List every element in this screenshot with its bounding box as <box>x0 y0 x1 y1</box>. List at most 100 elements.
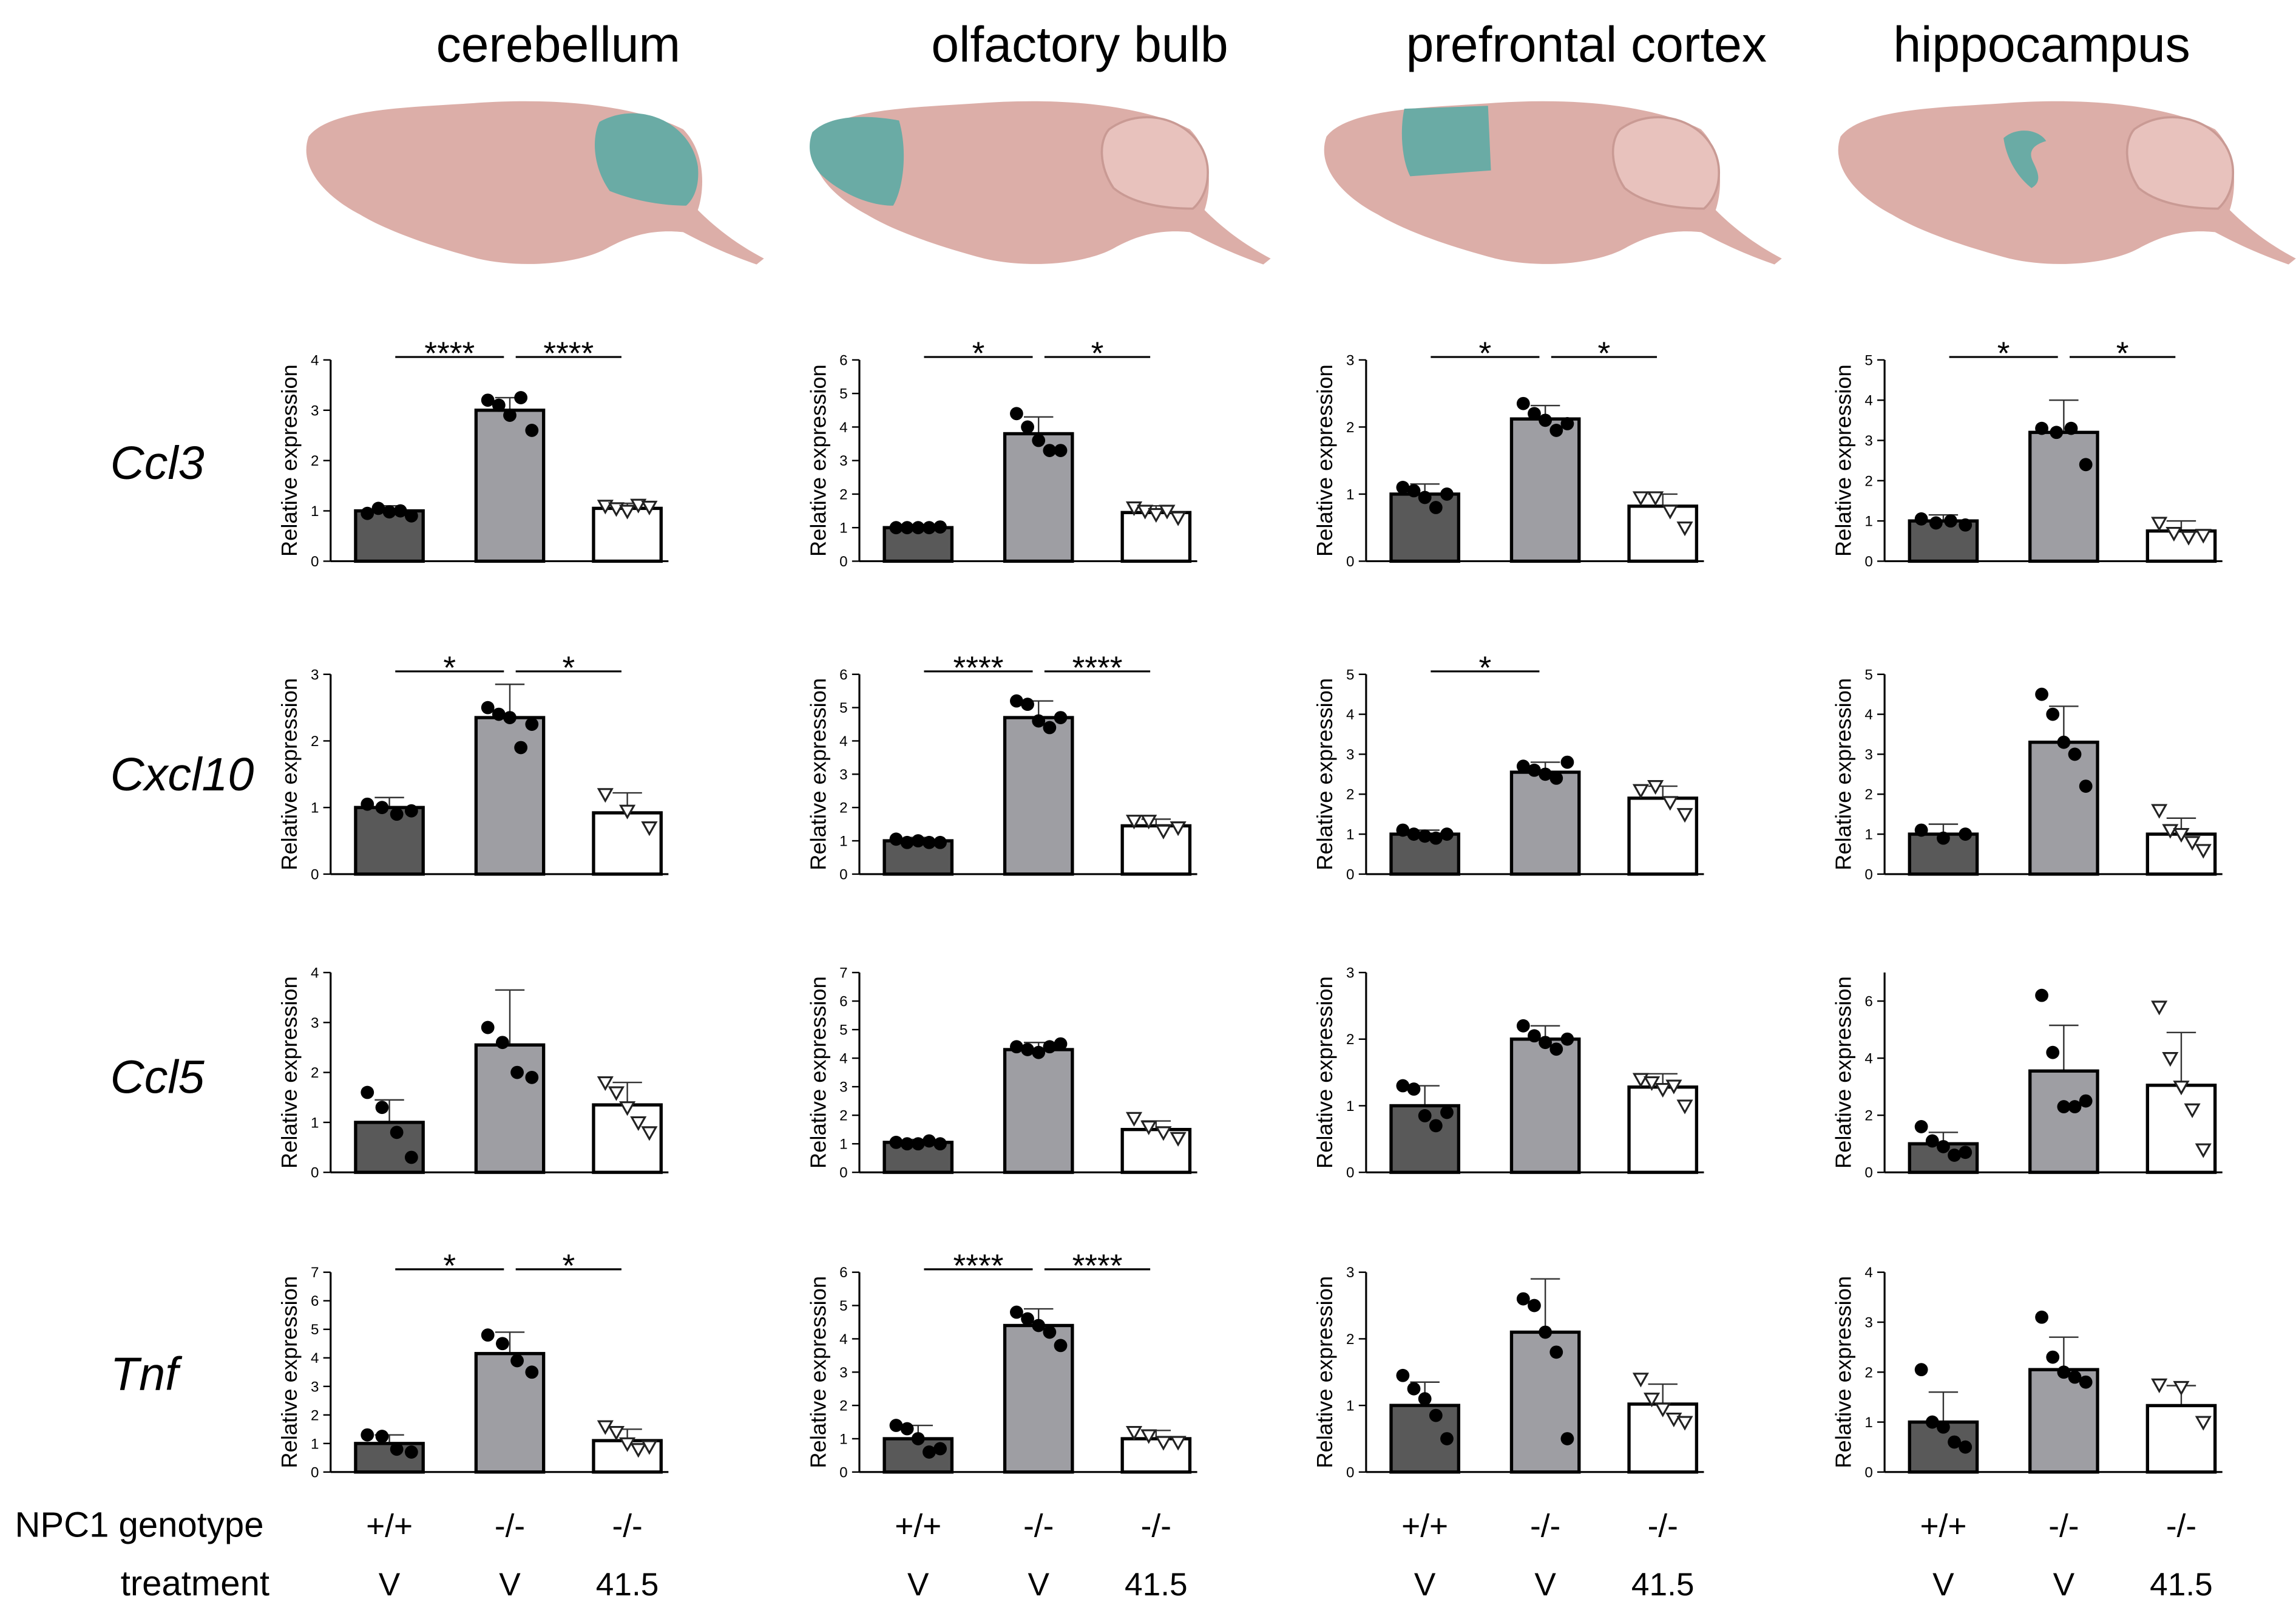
data-point <box>361 1085 374 1099</box>
significance-label: * <box>443 650 456 686</box>
data-point <box>1516 396 1530 410</box>
significance-label: * <box>562 1248 575 1284</box>
genotype: +/+ <box>1401 1508 1448 1544</box>
data-point <box>1925 1415 1939 1429</box>
y-tick-label: 7 <box>311 1265 319 1281</box>
bar <box>592 1103 663 1174</box>
data-point <box>1429 1408 1443 1422</box>
y-tick-label: 4 <box>839 733 847 750</box>
data-point <box>2079 1375 2093 1389</box>
data-point <box>2035 1310 2048 1324</box>
treatment: V <box>1534 1567 1556 1603</box>
y-tick-label: 1 <box>839 1136 847 1153</box>
data-point <box>1418 1109 1432 1122</box>
data-point <box>1440 1105 1454 1119</box>
significance-label: * <box>1997 336 2010 372</box>
gene-label: Ccl3 <box>110 437 205 489</box>
data-point <box>1665 1079 1682 1095</box>
bar <box>1003 716 1074 876</box>
y-tick-label: 1 <box>839 833 847 850</box>
data-point <box>1032 714 1046 728</box>
chart: 0 2 4 6 Relative expression <box>1830 973 2223 1181</box>
y-axis-label: Relative expression <box>277 678 302 871</box>
data-point <box>1528 407 1541 421</box>
bar <box>2028 1069 2099 1174</box>
data-point <box>1676 1099 1693 1115</box>
significance-label: **** <box>1072 650 1123 686</box>
data-point <box>1407 1382 1421 1396</box>
data-point <box>525 718 539 731</box>
genotype: -/- <box>2166 1508 2196 1544</box>
bar <box>354 806 425 876</box>
y-tick-label: 2 <box>1864 787 1872 803</box>
y-tick-label: 6 <box>839 994 847 1010</box>
data-point <box>1539 413 1552 427</box>
chart: 0 1 2 3 Relative expression * * <box>1312 336 1704 570</box>
y-tick-label: 0 <box>839 866 847 883</box>
y-tick-label: 1 <box>1346 1098 1354 1115</box>
chart: 0 1 2 3 4 Relative expression <box>1830 1265 2223 1481</box>
data-point <box>641 500 658 516</box>
data-point <box>1959 1440 1973 1454</box>
data-point <box>361 506 374 520</box>
y-tick-label: 1 <box>1864 514 1872 530</box>
data-point <box>1032 1319 1046 1333</box>
bar <box>1509 417 1581 563</box>
data-point <box>1429 501 1443 514</box>
treatment: V <box>2053 1567 2075 1603</box>
bar <box>474 716 546 876</box>
y-tick-label: 0 <box>311 866 319 883</box>
y-axis-label: Relative expression <box>805 364 830 557</box>
data-point <box>1929 516 1943 530</box>
data-point <box>525 1070 539 1084</box>
y-axis-label: Relative expression <box>1830 976 1855 1169</box>
data-point <box>2151 804 2168 819</box>
data-point <box>1155 1436 1172 1451</box>
y-tick-label: 3 <box>311 1379 319 1395</box>
data-point <box>481 1020 495 1034</box>
data-point <box>1396 1079 1410 1093</box>
treatment: 41.5 <box>1125 1567 1188 1603</box>
data-point <box>1516 759 1530 773</box>
data-point <box>1632 1373 1649 1388</box>
y-tick-label: 3 <box>311 402 319 419</box>
data-point <box>1418 1392 1432 1406</box>
y-tick-label: 3 <box>1346 352 1354 368</box>
data-point <box>641 821 658 837</box>
data-point <box>2151 517 2168 532</box>
data-point <box>2068 747 2082 761</box>
data-point <box>597 788 614 803</box>
data-point <box>2035 988 2048 1002</box>
bar <box>1509 770 1581 876</box>
data-point <box>1407 827 1421 841</box>
data-point <box>923 1445 936 1459</box>
y-tick-label: 0 <box>1864 1464 1872 1481</box>
data-point <box>1560 755 1574 769</box>
data-point <box>1948 1435 1961 1449</box>
data-point <box>1032 433 1046 447</box>
data-point <box>1632 784 1649 799</box>
data-point <box>923 521 936 535</box>
y-tick-label: 1 <box>839 1431 847 1447</box>
y-tick-label: 1 <box>839 520 847 537</box>
data-point <box>2151 1378 2168 1393</box>
y-tick-label: 5 <box>839 1022 847 1039</box>
data-point <box>2035 687 2048 701</box>
data-point <box>2180 531 2197 546</box>
data-point <box>641 1126 658 1141</box>
data-point <box>1140 1429 1157 1444</box>
data-point <box>1440 1432 1454 1445</box>
data-point <box>900 1422 914 1436</box>
y-tick-label: 1 <box>1346 486 1354 503</box>
data-point <box>933 1442 947 1456</box>
data-point <box>510 1354 524 1368</box>
brain-olfactory <box>810 101 1271 265</box>
bar <box>2028 741 2099 876</box>
data-point <box>619 804 636 820</box>
data-point <box>630 498 647 514</box>
data-point <box>375 1101 389 1115</box>
data-point <box>1937 831 1950 845</box>
data-point <box>1170 821 1187 837</box>
data-point <box>1125 815 1143 830</box>
